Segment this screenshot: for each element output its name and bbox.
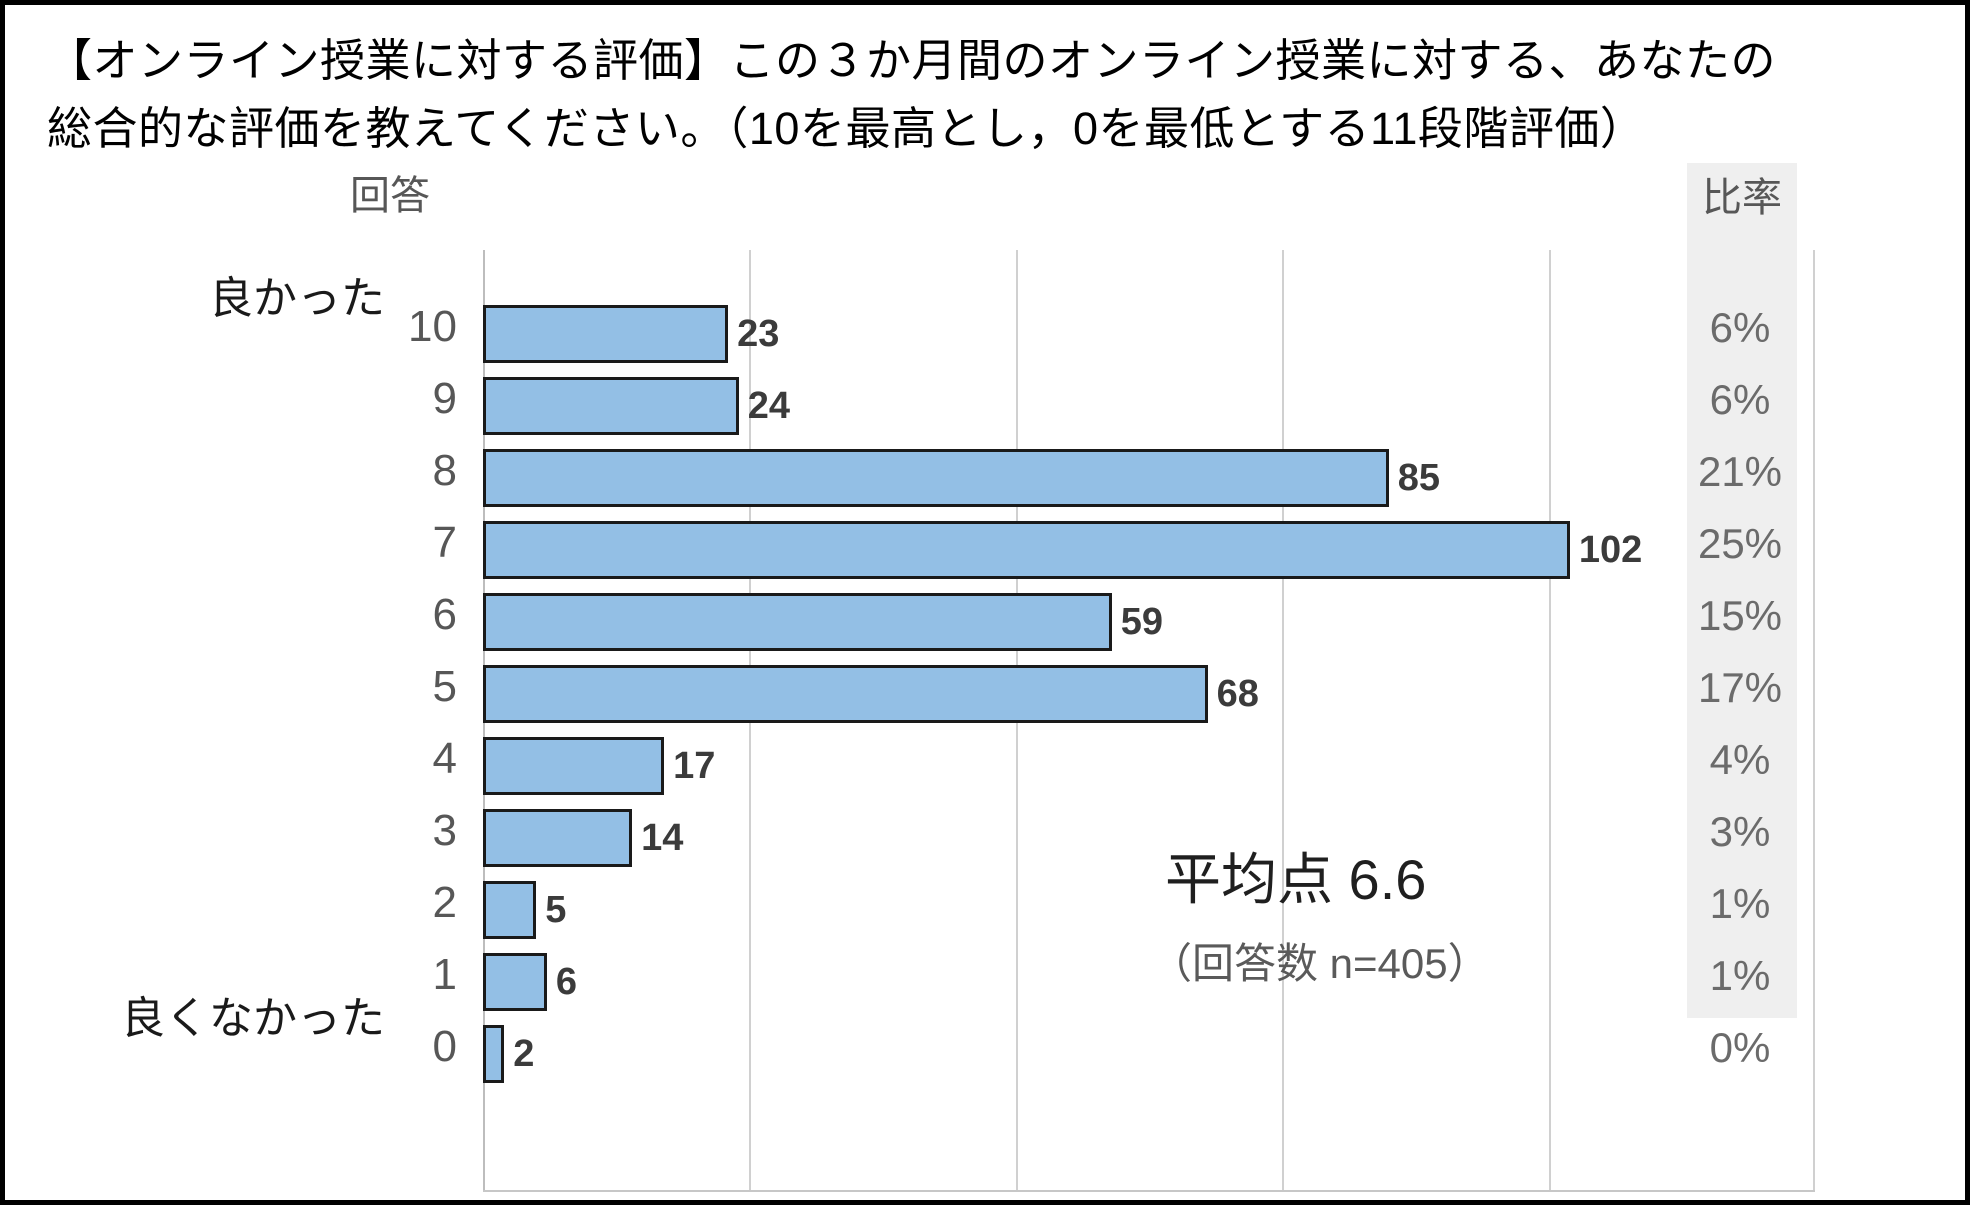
- title-line-2: 総合的な評価を教えてください。（10を最高とし，0を最低とする11段階評価）: [47, 103, 1646, 155]
- bar[interactable]: [483, 521, 1570, 579]
- bar-row[interactable]: 2: [483, 1018, 534, 1090]
- x-tick-0: 0: [471, 1201, 494, 1205]
- bar[interactable]: [483, 377, 739, 435]
- ratio-label-8: 21%: [1697, 448, 1783, 495]
- bar[interactable]: [483, 809, 633, 867]
- bar-value-label: 24: [747, 384, 791, 427]
- sample-size-annotation: （回答数 n=405）: [1150, 940, 1490, 987]
- bar-row[interactable]: 102: [483, 514, 1642, 586]
- gridline-125: [1813, 250, 1815, 1190]
- category-label-5: 5: [432, 662, 457, 711]
- category-label-7: 7: [432, 518, 457, 567]
- category-label-0: 0: [432, 1022, 457, 1071]
- bar-row[interactable]: 85: [483, 442, 1440, 514]
- bar-row[interactable]: 23: [483, 298, 779, 370]
- x-tick-75: 75: [1259, 1201, 1306, 1205]
- ratio-label-6: 15%: [1697, 592, 1783, 639]
- answer-column-header: 回答: [350, 174, 430, 218]
- ratio-label-5: 17%: [1697, 664, 1783, 711]
- scale-label-top: 良かった: [209, 274, 385, 323]
- category-label-3: 3: [432, 806, 457, 855]
- bar-value-label: 102: [1578, 528, 1643, 571]
- ratio-label-9: 6%: [1709, 376, 1771, 423]
- bar-row[interactable]: 6: [483, 946, 577, 1018]
- bar-value-label: 2: [513, 1032, 535, 1075]
- ratio-label-10: 6%: [1709, 304, 1771, 351]
- page-title: 【オンライン授業に対する評価】この３か月間のオンライン授業に対する、あなたの 総…: [47, 27, 1927, 164]
- bar-value-label: 14: [641, 816, 684, 859]
- category-label-9: 9: [432, 374, 457, 423]
- plot-area: 23 24 85 102 59 68 17 14 5 6 2: [483, 250, 1815, 1190]
- category-label-1: 1: [432, 950, 457, 999]
- average-score-annotation: 平均点 6.6: [1165, 848, 1427, 911]
- bar-row[interactable]: 5: [483, 874, 566, 946]
- category-label-6: 6: [432, 590, 457, 639]
- bar-value-label: 17: [673, 744, 716, 787]
- gridline-75: [1282, 250, 1284, 1190]
- bar[interactable]: [483, 881, 537, 939]
- category-label-4: 4: [432, 734, 457, 783]
- ratio-label-3: 3%: [1709, 808, 1771, 855]
- bar[interactable]: [483, 449, 1389, 507]
- ratio-column-header: 比率: [1702, 176, 1782, 220]
- ratio-label-1: 1%: [1709, 952, 1771, 999]
- ratio-label-4: 4%: [1709, 736, 1771, 783]
- ratio-label-0: 0%: [1709, 1024, 1771, 1071]
- bar-row[interactable]: 68: [483, 658, 1259, 730]
- ratio-panel-background: [1687, 163, 1797, 1018]
- category-label-2: 2: [432, 878, 457, 927]
- x-tick-100: 100: [1514, 1201, 1584, 1205]
- bar[interactable]: [483, 305, 729, 363]
- bar-row[interactable]: 24: [483, 370, 790, 442]
- category-label-8: 8: [432, 446, 457, 495]
- title-line-1: 【オンライン授業に対する評価】この３か月間のオンライン授業に対する、あなたの: [47, 35, 1777, 86]
- bar-value-label: 23: [737, 312, 780, 355]
- bar-row[interactable]: 17: [483, 730, 715, 802]
- x-tick-125: 125: [1780, 1201, 1850, 1205]
- ratio-label-7: 25%: [1697, 520, 1783, 567]
- x-axis-unit-label: 人: [1864, 1201, 1906, 1205]
- bar[interactable]: [483, 953, 547, 1011]
- bar-value-label: 59: [1120, 600, 1163, 643]
- bar-row[interactable]: 59: [483, 586, 1163, 658]
- scale-label-bottom: 良くなかった: [121, 994, 385, 1043]
- bar-row[interactable]: 14: [483, 802, 683, 874]
- bar-value-label: 6: [555, 960, 578, 1003]
- x-tick-50: 50: [992, 1201, 1039, 1205]
- bar[interactable]: [483, 593, 1112, 651]
- gridline-100: [1549, 250, 1551, 1190]
- chart: 回答 比率 良かった 良くなかった 23 24 85 102 59 68 17 14 5 6 2 1…: [5, 155, 1965, 1205]
- bar[interactable]: [483, 665, 1208, 723]
- bar[interactable]: [483, 737, 665, 795]
- x-tick-25: 25: [726, 1201, 773, 1205]
- bar[interactable]: [483, 1025, 505, 1083]
- category-label-10: 10: [408, 302, 457, 351]
- bar-value-label: 68: [1216, 672, 1259, 715]
- bar-value-label: 5: [545, 888, 567, 931]
- x-axis-line: [483, 1190, 1815, 1192]
- ratio-label-2: 1%: [1709, 880, 1771, 927]
- bar-series: 23 24 85 102 59 68 17 14 5 6 2: [483, 250, 1815, 1190]
- bar-value-label: 85: [1397, 456, 1441, 499]
